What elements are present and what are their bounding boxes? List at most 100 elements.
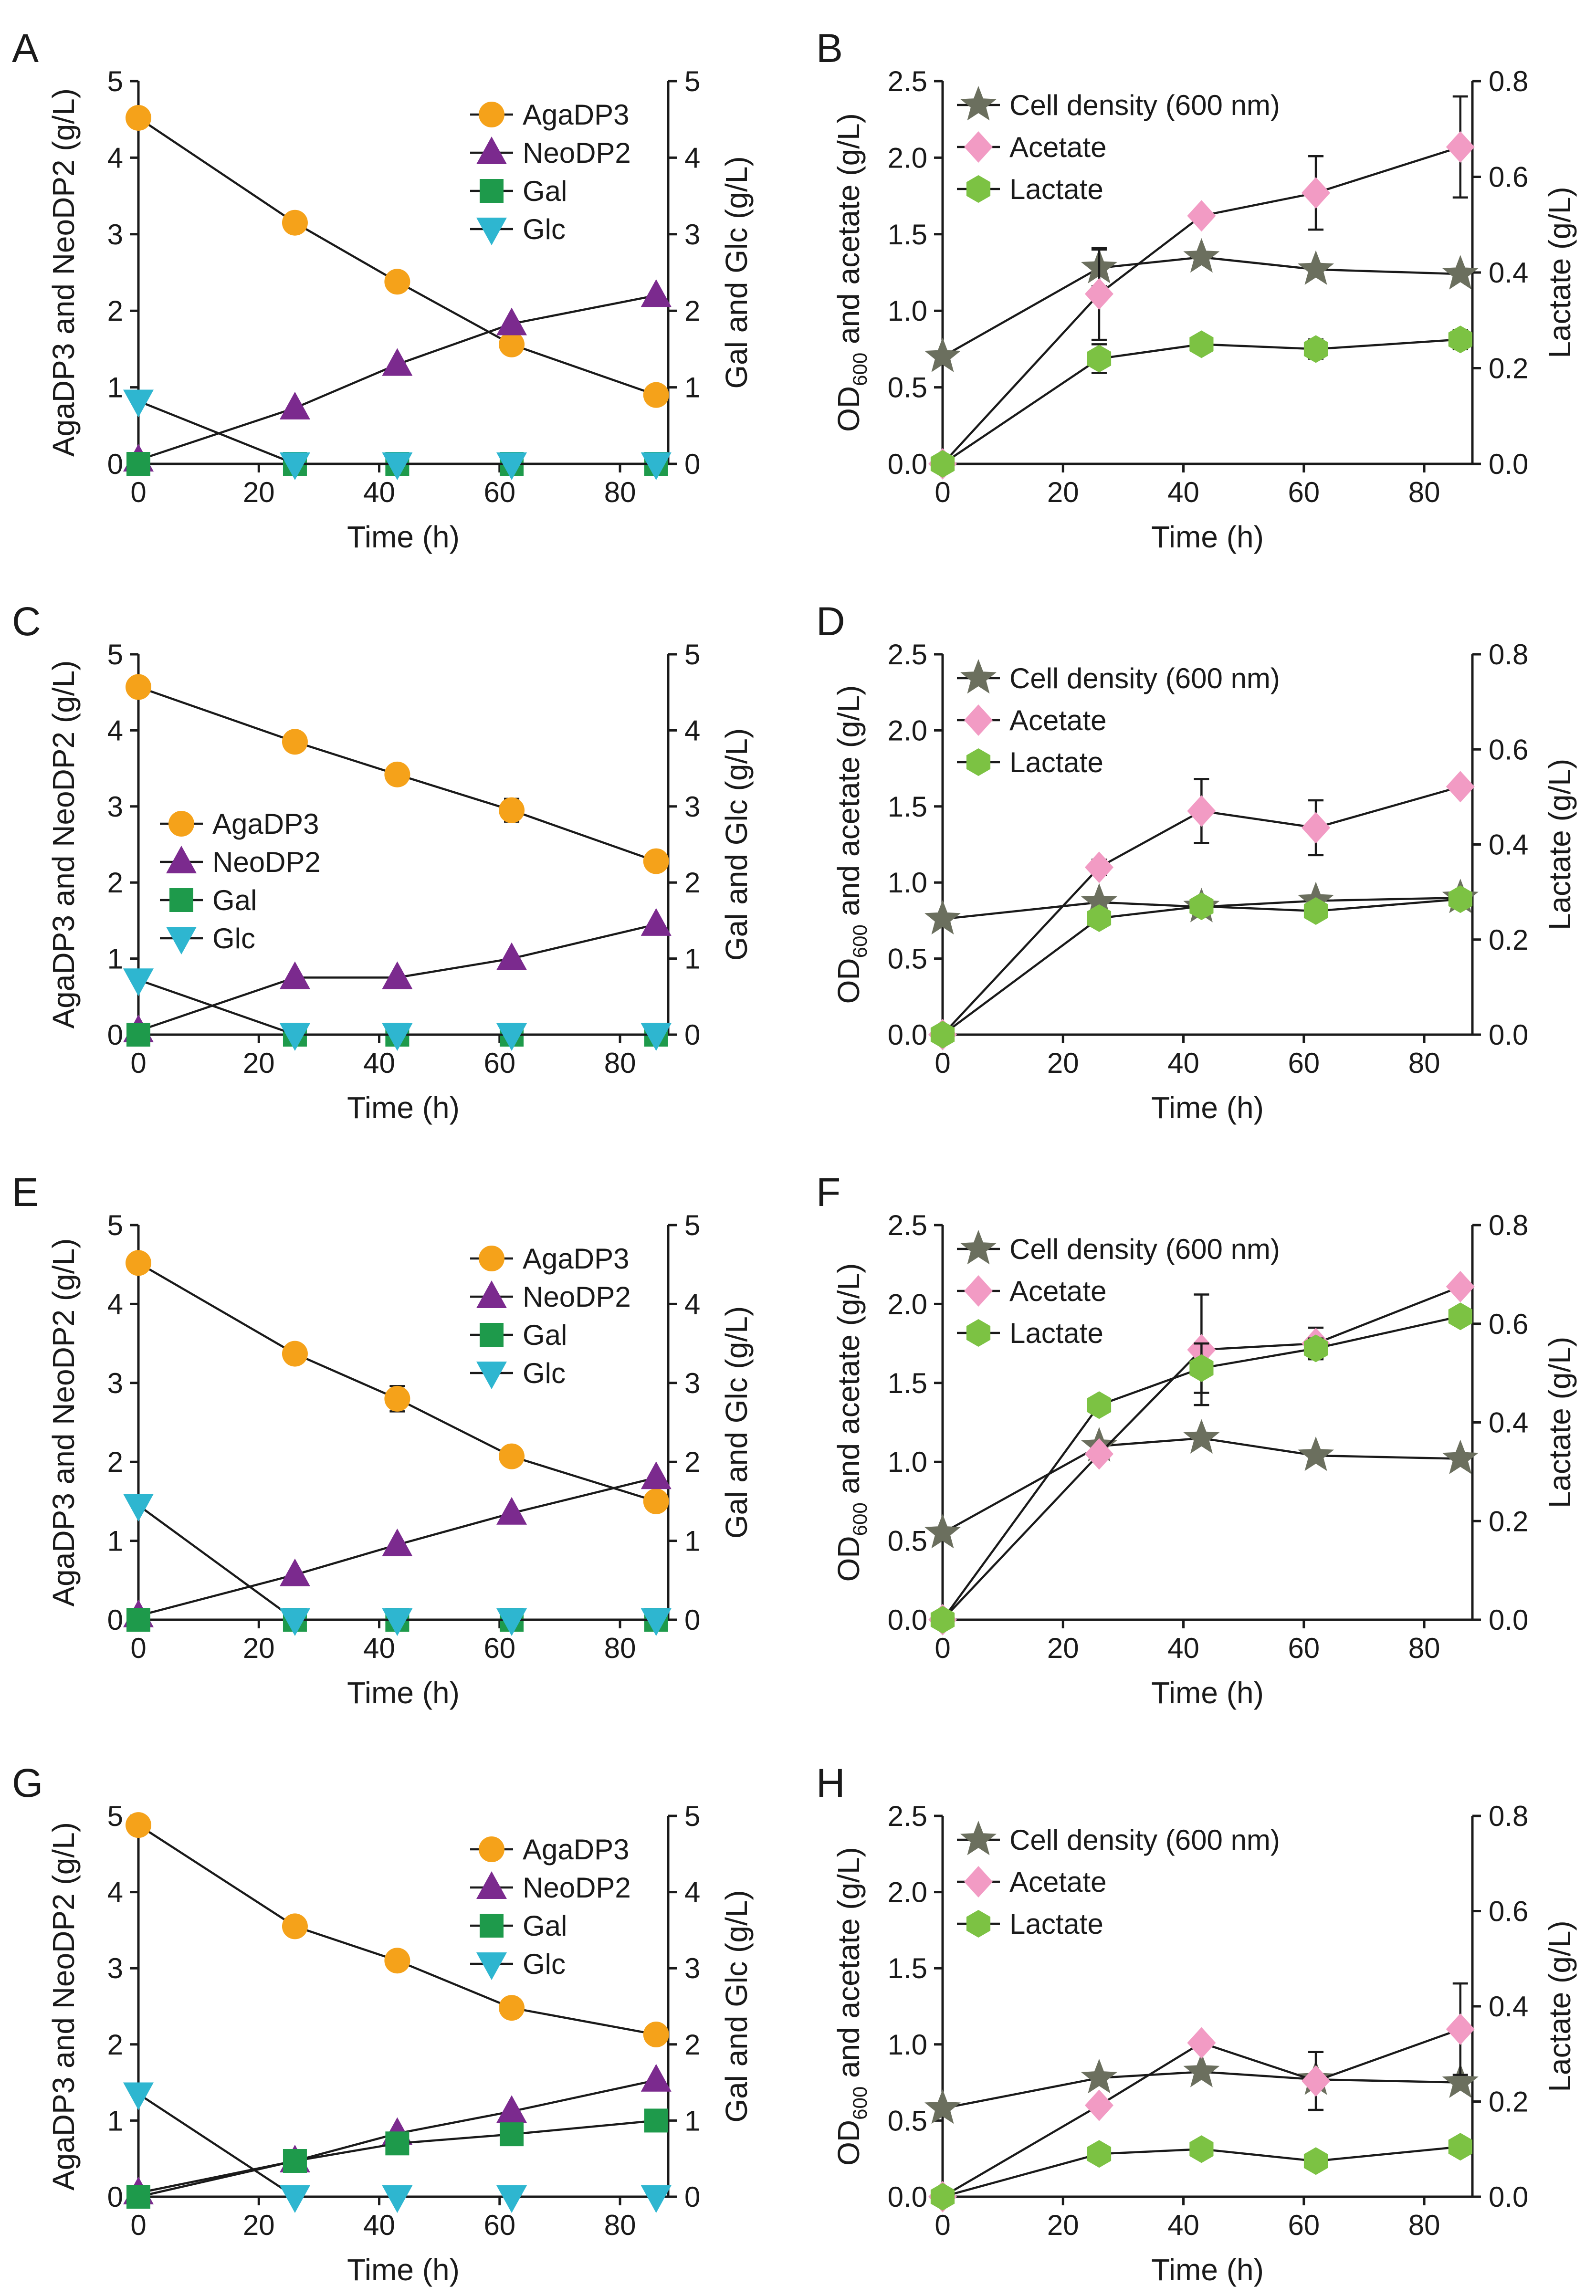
y-axis-label: OD600 and acetate (g/L) [831,685,871,1004]
x-tick-label: 80 [604,1047,636,1079]
data-point [282,1913,308,1940]
y2-tick-label: 0.4 [1489,829,1528,861]
data-point [382,1608,413,1636]
legend-label: Cell density (600 nm) [1009,1233,1280,1265]
y2-tick-label: 0.2 [1489,1505,1528,1537]
data-point [1189,330,1214,358]
y-axis-label-subscript: 600 [849,924,871,958]
legend-label: AgaDP3 [523,1243,629,1275]
data-point [1084,851,1113,883]
legend-marker [476,1871,507,1899]
series-line [942,1437,1460,1534]
x-axis-label: Time (h) [1151,1676,1264,1710]
x-tick-label: 0 [130,2209,146,2241]
panel-h: H 0 20 40 60 80 0.0 0.5 1.0 1.5 2.0 2.5 0.0 0.2 0.4 0.6… [816,1761,1577,2287]
series-agadp3 [126,1250,669,1514]
data-point [126,452,150,476]
y-tick-label: 2.0 [888,714,927,746]
y-tick-label: 2 [107,2029,123,2061]
x-tick-label: 60 [483,2209,515,2241]
legend-label: AgaDP3 [523,1834,629,1866]
series-lactate [930,885,1472,1048]
y2-tick-label: 0.2 [1489,924,1528,956]
data-point [640,2185,672,2213]
data-point [126,1608,150,1632]
y-tick-label: 1.0 [888,1446,927,1478]
x-tick-label: 40 [1167,2209,1199,2241]
x-axis-label: Time (h) [1151,2253,1264,2287]
y2-axis-label: Gal and Glc (g/L) [719,1306,754,1539]
x-tick-label: 80 [604,476,636,508]
data-point [640,2064,672,2092]
y-tick-label: 0.5 [888,943,927,975]
y-axis-label-rest: and acetate (g/L) [831,1847,866,2086]
y2-tick-label: 3 [684,219,700,251]
y2-axis-label: Gal and Glc (g/L) [719,156,754,388]
legend-label: AgaDP3 [212,808,319,840]
series-cell-density-600-nm- [924,2053,1479,2124]
data-point [384,761,410,787]
legend: Cell density (600 nm) Acetate Lactate [957,86,1280,205]
data-point [1303,1334,1328,1363]
y2-tick-label: 0.0 [1489,1019,1528,1051]
x-tick-label: 40 [363,476,395,508]
data-point [1189,2135,1214,2163]
legend-marker [480,1914,504,1938]
panel-f: F 0 20 40 60 80 0.0 0.5 1.0 1.5 2.0 2.5 0.0 0.2 0.4 0.6… [816,1170,1577,1710]
data-point [640,908,672,936]
y2-tick-label: 0 [684,2181,700,2213]
data-point [640,452,672,480]
panel-letter: E [12,1170,39,1215]
data-point [496,2185,527,2213]
y-tick-label: 0 [107,1019,123,1051]
legend-label: Glc [212,923,255,954]
data-point [382,961,413,989]
x-tick-label: 60 [1288,1047,1320,1079]
legend-marker [479,1836,504,1862]
legend-label: Gal [523,1319,567,1351]
data-point [1084,2089,1113,2121]
panel-c: C 0 20 40 60 80 0 1 2 3 4 5 0 1 2 3 4 5 Time (h) AgaDP3 and… [12,599,754,1125]
data-point [640,1608,672,1636]
legend-label: Acetate [1009,1866,1106,1898]
data-point [930,450,955,478]
y-tick-label: 0.5 [888,372,927,404]
data-point [1448,2133,1472,2161]
y-tick-label: 2.5 [888,65,927,97]
legend-label: Gal [212,884,257,916]
y-tick-label: 3 [107,1952,123,1984]
y-tick-label: 0 [107,448,123,480]
y-axis-label: AgaDP3 and NeoDP2 (g/L) [46,1238,81,1607]
x-tick-label: 20 [243,476,275,508]
y-tick-label: 4 [107,142,123,174]
data-point [496,1497,527,1525]
y2-tick-label: 0.6 [1489,161,1528,193]
legend-marker [964,131,993,163]
data-point [1442,255,1479,290]
x-axis-label: Time (h) [347,1090,460,1125]
y2-tick-label: 0.0 [1489,448,1528,480]
x-tick-label: 20 [243,1632,275,1664]
y-tick-label: 5 [107,639,123,671]
series-glc [123,389,672,480]
data-point [640,279,672,307]
legend-label: Cell density (600 nm) [1009,1824,1280,1856]
y2-axis-label: Lactate (g/L) [1543,1337,1577,1508]
y-tick-label: 1.5 [888,1367,927,1399]
y2-tick-label: 5 [684,65,700,97]
x-tick-label: 60 [1288,2209,1320,2241]
legend-label: Glc [523,1357,566,1389]
data-point [1302,2065,1331,2097]
y-axis-label-subscript: 600 [849,2086,871,2120]
data-point [1302,812,1331,844]
y2-tick-label: 2 [684,1446,700,1478]
y2-tick-label: 0.8 [1489,1800,1528,1832]
legend-marker [169,888,193,912]
series-glc [123,1494,672,1636]
data-point [1446,2013,1475,2045]
y2-axis-label: Lactate (g/L) [1543,187,1577,358]
series-glc [123,968,672,1051]
y2-tick-label: 5 [684,1209,700,1241]
y-axis-label-main: OD [831,386,866,432]
